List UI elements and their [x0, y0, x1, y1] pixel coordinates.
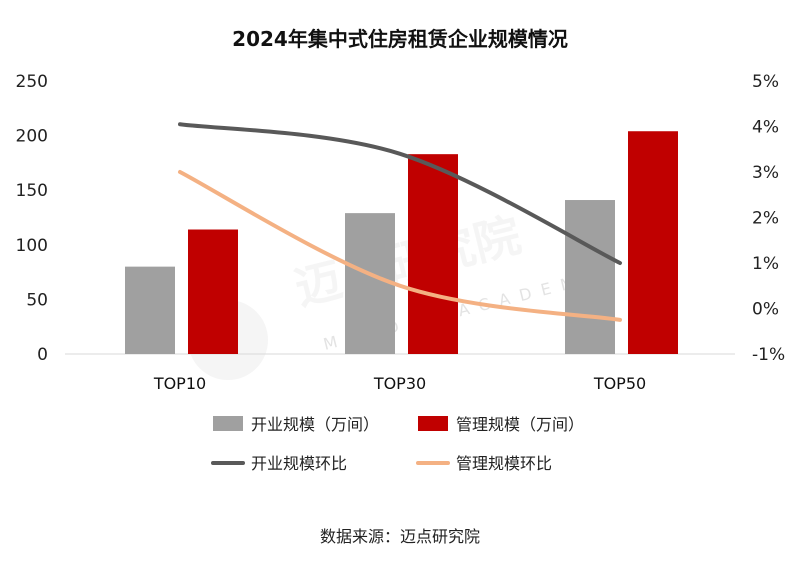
bars: [125, 131, 678, 354]
legend: 开业规模（万间） 管理规模（万间） 开业规模环比 管理规模环比: [211, 415, 584, 473]
legend-swatch-managed-scale: [418, 416, 448, 431]
left-tick-label: 250: [16, 72, 48, 92]
right-tick-label: -1%: [752, 345, 785, 365]
right-axis: 5% 4% 3% 2% 1% 0% -1%: [752, 72, 785, 365]
chart-title: 2024年集中式住房租赁企业规模情况: [232, 27, 568, 51]
lines: [178, 122, 622, 322]
right-tick-label: 4%: [752, 118, 779, 138]
bar-managed-scale-top50: [628, 131, 678, 354]
category-labels: TOP10 TOP30 TOP50: [153, 374, 646, 393]
bar-managed-scale-top30: [408, 154, 458, 354]
category-label: TOP50: [593, 374, 646, 393]
bar-open-scale-top10: [125, 266, 175, 354]
left-tick-label: 150: [16, 181, 48, 201]
legend-label-open-scale: 开业规模（万间）: [251, 415, 379, 434]
bar-open-scale-top50: [565, 200, 615, 354]
left-axis: 0 50 100 150 200 250: [16, 72, 48, 365]
left-tick-label: 100: [16, 236, 48, 256]
left-tick-label: 200: [16, 127, 48, 147]
right-tick-label: 3%: [752, 163, 779, 183]
legend-label-open-mom: 开业规模环比: [251, 454, 347, 473]
left-tick-label: 0: [37, 345, 48, 365]
right-tick-label: 0%: [752, 300, 779, 320]
category-label: TOP30: [373, 374, 426, 393]
bar-managed-scale-top10: [188, 229, 238, 354]
bar-open-scale-top30: [345, 213, 395, 354]
legend-swatch-open-scale: [213, 416, 243, 431]
right-tick-label: 1%: [752, 254, 779, 274]
right-tick-label: 5%: [752, 72, 779, 92]
right-tick-label: 2%: [752, 209, 779, 229]
legend-label-managed-scale: 管理规模（万间）: [456, 415, 584, 434]
legend-label-managed-mom: 管理规模环比: [456, 454, 552, 473]
line-open-scale-mom: [178, 122, 622, 265]
left-tick-label: 50: [26, 290, 48, 310]
line-managed-scale-mom: [178, 170, 622, 322]
source-text: 数据来源：迈点研究院: [320, 527, 480, 546]
category-label: TOP10: [153, 374, 206, 393]
